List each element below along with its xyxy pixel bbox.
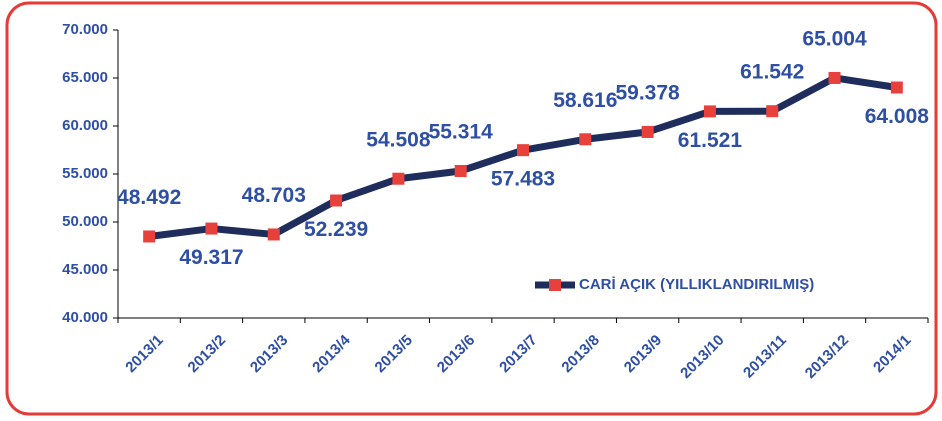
x-tick-label: 2013/8 (558, 332, 602, 376)
value-label: 61.521 (678, 129, 743, 152)
legend-marker (549, 279, 561, 291)
marker (454, 164, 467, 177)
y-tick-label: 70.000 (62, 21, 108, 38)
y-tick-label: 55.000 (62, 165, 108, 182)
y-tick-label: 40.000 (62, 309, 108, 326)
marker (828, 71, 841, 84)
marker (766, 105, 779, 118)
value-label: 59.378 (615, 82, 680, 105)
x-tick-label: 2013/1 (122, 332, 166, 376)
value-label: 64.008 (865, 105, 930, 128)
value-label: 54.508 (366, 128, 431, 151)
marker (579, 133, 592, 146)
x-tick-label: 2013/7 (496, 332, 540, 376)
x-tick-label: 2013/9 (621, 332, 665, 376)
x-tick-label: 2013/11 (740, 332, 790, 382)
marker (517, 144, 529, 157)
marker (205, 222, 218, 235)
x-tick-label: 2014/1 (870, 332, 914, 376)
x-tick-label: 2013/10 (677, 332, 727, 382)
x-tick-label: 2013/12 (802, 332, 852, 382)
marker (392, 172, 405, 185)
y-tick-label: 45.000 (62, 261, 108, 278)
y-tick-label: 50.000 (62, 213, 108, 230)
legend-label: CARİ AÇIK (YILLIKLANDIRILMIŞ) (579, 276, 814, 293)
series-line (148, 74, 898, 240)
value-label: 48.703 (242, 184, 306, 207)
marker (143, 230, 156, 243)
x-tick-label: 2013/6 (434, 332, 478, 376)
value-label: 52.239 (304, 218, 368, 241)
marker (641, 125, 654, 138)
marker (890, 81, 903, 94)
value-label: 57.483 (491, 168, 555, 191)
x-tick-label: 2013/3 (247, 332, 291, 376)
x-tick-label: 2013/4 (309, 331, 354, 376)
marker (703, 105, 716, 118)
y-tick-label: 65.000 (62, 69, 108, 86)
x-tick-label: 2013/2 (185, 332, 229, 376)
value-label: 61.542 (740, 61, 804, 84)
value-label: 58.616 (553, 89, 617, 112)
value-label: 65.004 (802, 28, 867, 51)
marker (267, 228, 280, 241)
frame (5, 1, 938, 416)
marker (330, 194, 343, 207)
value-label: 55.314 (429, 121, 494, 144)
value-label: 49.317 (179, 246, 243, 269)
x-tick-label: 2013/5 (372, 332, 416, 376)
y-tick-label: 60.000 (62, 117, 108, 134)
value-label: 48.492 (117, 186, 181, 209)
